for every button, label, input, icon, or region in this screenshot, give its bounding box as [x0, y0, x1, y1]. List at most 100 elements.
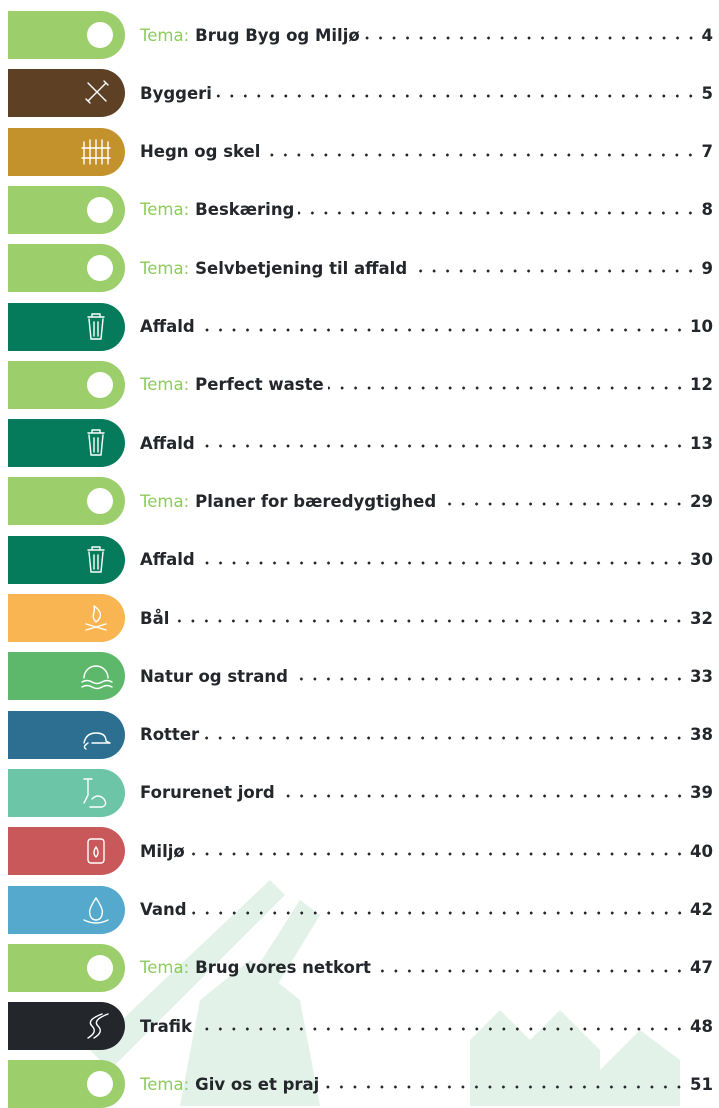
dot-leader [199, 328, 686, 332]
page-number: 51 [690, 1075, 713, 1094]
color-tab [8, 419, 125, 467]
color-tab [8, 303, 125, 351]
tema-label: Tema: [140, 375, 189, 394]
color-tab [8, 11, 125, 59]
toc-row: Natur og strand 33 [0, 652, 719, 700]
dot-leader [323, 1085, 686, 1089]
entry-title: Trafik [140, 1017, 192, 1036]
color-tab [8, 536, 125, 584]
toc-row: Vand 42 [0, 886, 719, 934]
entry-title: Hegn og skel [140, 142, 260, 161]
page: Tema:Brug Byg og Miljø4Byggeri5Hegn og s… [0, 0, 719, 1106]
entry-line: Vand 42 [140, 886, 713, 934]
tab-icon [8, 711, 125, 759]
tab-icon [8, 944, 125, 992]
page-number: 32 [690, 609, 713, 628]
color-tab [8, 244, 125, 292]
entry-title: Perfect waste [195, 375, 323, 394]
dot-leader [189, 852, 686, 856]
tab-icon [8, 186, 125, 234]
entry-line: Affald30 [140, 536, 713, 584]
entry-title: Brug vores netkort [195, 958, 371, 977]
entry-title: Affald [140, 434, 195, 453]
entry-title: Natur og strand [140, 667, 288, 686]
entry-line: Affald 10 [140, 303, 713, 351]
page-number: 42 [690, 900, 713, 919]
color-tab [8, 652, 125, 700]
color-tab [8, 186, 125, 234]
dot-leader [298, 211, 697, 215]
page-number: 10 [690, 317, 713, 336]
page-number: 12 [690, 375, 713, 394]
page-number: 39 [690, 783, 713, 802]
page-number: 47 [690, 958, 713, 977]
tema-label: Tema: [140, 958, 189, 977]
entry-line: Bål32 [140, 594, 713, 642]
tema-label: Tema: [140, 1075, 189, 1094]
tab-icon [8, 1002, 125, 1050]
entry-title: Brug Byg og Miljø [195, 26, 360, 45]
tab-icon [8, 303, 125, 351]
toc-row: Affald 10 [0, 303, 719, 351]
entry-title: Planer for bæredygtighed [195, 492, 436, 511]
color-tab [8, 69, 125, 117]
dot-leader [264, 153, 697, 157]
entry-title: Forurenet jord [140, 783, 275, 802]
color-tab [8, 1060, 125, 1108]
tab-icon [8, 536, 125, 584]
page-number: 9 [702, 259, 713, 278]
dot-leader [328, 386, 686, 390]
entry-line: Natur og strand 33 [140, 652, 713, 700]
dot-leader [375, 969, 686, 973]
toc-row: Trafik 48 [0, 1002, 719, 1050]
entry-line: Tema: Perfect waste 12 [140, 361, 713, 409]
dot-leader [440, 502, 686, 506]
color-tab [8, 594, 125, 642]
color-tab [8, 1002, 125, 1050]
tab-icon [8, 477, 125, 525]
color-tab [8, 769, 125, 817]
entry-title: Vand [140, 900, 187, 919]
tab-icon [8, 11, 125, 59]
entry-line: Rotter38 [140, 711, 713, 759]
dot-leader [364, 36, 698, 40]
dot-leader [411, 269, 697, 273]
tab-icon [8, 361, 125, 409]
tema-label: Tema: [140, 26, 189, 45]
page-number: 33 [690, 667, 713, 686]
entry-title: Affald [140, 317, 195, 336]
toc-row: Miljø40 [0, 827, 719, 875]
entry-line: Tema:Selvbetjening til affald9 [140, 244, 713, 292]
toc-row: Tema: Brug vores netkort 47 [0, 944, 719, 992]
tema-label: Tema: [140, 200, 189, 219]
tab-icon [8, 69, 125, 117]
color-tab [8, 128, 125, 176]
dot-leader [279, 794, 686, 798]
page-number: 48 [690, 1017, 713, 1036]
color-tab [8, 886, 125, 934]
tab-icon [8, 419, 125, 467]
entry-title: Byggeri [140, 84, 212, 103]
tab-icon [8, 128, 125, 176]
page-number: 13 [690, 434, 713, 453]
tema-label: Tema: [140, 492, 189, 511]
dot-leader [199, 561, 686, 565]
tab-icon [8, 652, 125, 700]
dot-leader [196, 1027, 686, 1031]
dot-leader [216, 94, 698, 98]
color-tab [8, 477, 125, 525]
page-number: 8 [702, 200, 713, 219]
entry-line: Tema: Brug vores netkort 47 [140, 944, 713, 992]
entry-line: Miljø40 [140, 827, 713, 875]
